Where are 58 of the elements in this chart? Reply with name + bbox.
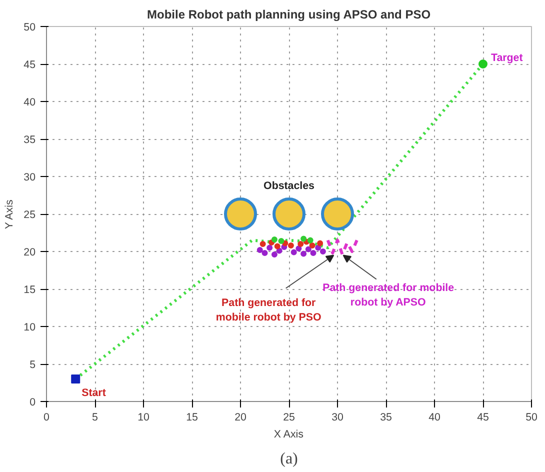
x-tick-label: 15 <box>186 412 198 424</box>
point <box>300 236 307 242</box>
annotation: Path generated for mobile robot by APSO <box>322 282 454 308</box>
point <box>256 247 263 253</box>
x-axis-title: X Axis <box>274 428 304 440</box>
point <box>307 237 314 244</box>
x-tick-label: 50 <box>526 412 538 424</box>
x-tick-label: 10 <box>138 412 150 424</box>
point <box>288 242 294 248</box>
annotation: Start <box>82 387 106 399</box>
y-tick-label: 35 <box>24 134 36 146</box>
point <box>278 238 284 244</box>
point <box>262 250 268 256</box>
point <box>300 250 307 257</box>
y-tick-label: 10 <box>24 322 36 334</box>
annotation: Path generated for mobile robot by PSO <box>216 297 322 324</box>
point <box>320 248 326 254</box>
x-tick-label: 25 <box>283 412 295 424</box>
x-tick-label: 5 <box>92 412 98 424</box>
point <box>321 198 354 230</box>
y-tick-label: 25 <box>24 209 36 221</box>
point <box>272 198 306 230</box>
point <box>266 244 273 251</box>
chart-title: Mobile Robot path planning using APSO and PSO <box>147 8 431 22</box>
x-tick-label: 35 <box>380 412 392 424</box>
y-tick-label: 20 <box>24 246 36 258</box>
x-tick-label: 45 <box>477 412 489 424</box>
point <box>296 246 302 252</box>
point <box>224 198 257 230</box>
y-tick-label: 45 <box>24 59 36 71</box>
annotation: Target <box>491 52 524 64</box>
point <box>271 236 278 242</box>
y-tick-label: 30 <box>24 172 36 184</box>
point <box>315 244 322 251</box>
y-tick-label: 0 <box>30 396 36 408</box>
point <box>310 250 316 256</box>
point <box>478 60 488 68</box>
y-tick-label: 5 <box>30 359 36 371</box>
y-tick-label: 40 <box>24 96 36 108</box>
point <box>71 374 80 384</box>
x-tick-label: 40 <box>428 412 440 424</box>
point <box>305 246 312 252</box>
point <box>260 241 266 247</box>
point <box>298 241 304 247</box>
x-tick-label: 0 <box>44 412 50 424</box>
x-tick-label: 20 <box>234 412 246 424</box>
point <box>290 249 297 256</box>
point <box>276 248 282 254</box>
text: (a) <box>280 450 298 468</box>
annotation: Obstacles <box>264 180 315 192</box>
point <box>274 243 280 250</box>
y-tick-label: 50 <box>24 22 36 34</box>
point <box>317 240 324 246</box>
y-tick-label: 15 <box>24 284 36 296</box>
y-axis-title: Y Axis <box>4 200 16 230</box>
point <box>309 242 316 248</box>
x-tick-label: 30 <box>332 412 344 424</box>
point <box>271 252 278 258</box>
